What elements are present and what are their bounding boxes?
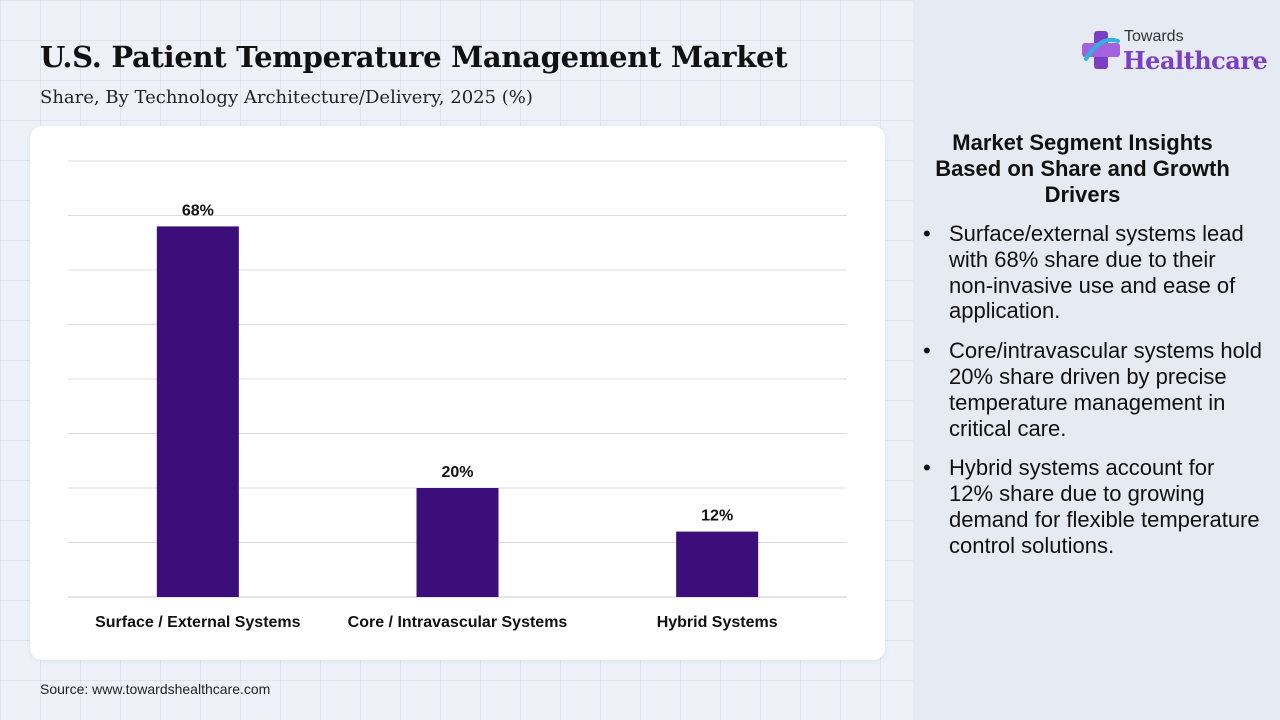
insights-list: Surface/external systems lead with 68% s…: [922, 221, 1262, 573]
logo-brand-text: Healthcare: [1123, 46, 1268, 75]
data-label: 20%: [441, 464, 473, 481]
logo-small-text: Towards: [1124, 28, 1184, 45]
bar: [156, 226, 239, 597]
data-label: 68%: [182, 202, 214, 219]
medical-cross-icon: [1082, 31, 1120, 69]
page-subtitle: Share, By Technology Architecture/Delive…: [40, 87, 533, 108]
insight-item: Core/intravascular systems hold 20% shar…: [922, 338, 1262, 441]
x-tick-label: Hybrid Systems: [657, 614, 778, 631]
brand-logo: Towards Healthcare: [1080, 26, 1268, 78]
chart-card: 68% Surface / External Systems 20% Core / I…: [30, 126, 885, 660]
source-note: Source: www.towardshealthcare.com: [40, 681, 271, 697]
bar-chart: 68% Surface / External Systems 20% Core / I…: [68, 160, 847, 631]
insight-item: Hybrid systems account for 12% share due…: [922, 455, 1262, 558]
insight-item: Surface/external systems lead with 68% s…: [922, 221, 1262, 324]
bar: [416, 488, 499, 597]
page-title: U.S. Patient Temperature Management Mark…: [40, 40, 788, 74]
data-label: 12%: [701, 508, 733, 525]
bar: [676, 531, 759, 597]
x-tick-label: Core / Intravascular Systems: [348, 614, 568, 631]
insights-title: Market Segment Insights Based on Share a…: [935, 130, 1230, 207]
x-tick-label: Surface / External Systems: [95, 614, 301, 631]
